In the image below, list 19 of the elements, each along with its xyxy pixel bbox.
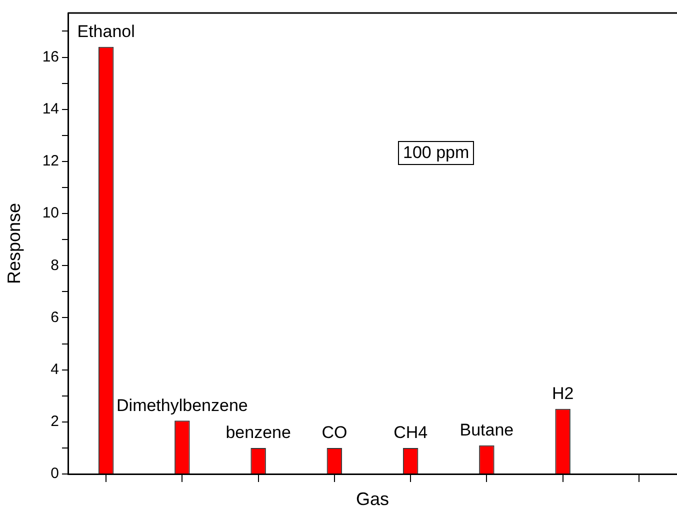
x-tick-label: H2	[552, 384, 574, 404]
y-tick-label: 2	[50, 413, 59, 430]
x-tick-label: CH4	[394, 423, 428, 442]
x-tick-label: CO	[322, 423, 348, 442]
x-tick-label: benzene	[226, 423, 291, 442]
y-tick-label: 14	[42, 100, 59, 118]
y-axis-title: Response	[4, 202, 24, 284]
y-tick-label: 4	[50, 360, 59, 378]
y-tick-label: 12	[42, 152, 59, 170]
y-tick-label: 10	[42, 204, 59, 222]
x-tick-label: Dimethylbenzene	[116, 396, 248, 415]
y-tick-label: 8	[50, 256, 59, 274]
y-tick-label: 0	[50, 465, 59, 482]
y-tick-label: 16	[42, 48, 59, 66]
x-axis-title: Gas	[356, 489, 390, 510]
x-tick-label: Ethanol	[77, 22, 135, 42]
y-tick-label: 6	[50, 308, 59, 326]
annotation: 100 ppm	[398, 141, 474, 165]
x-tick-label: Butane	[460, 420, 514, 440]
